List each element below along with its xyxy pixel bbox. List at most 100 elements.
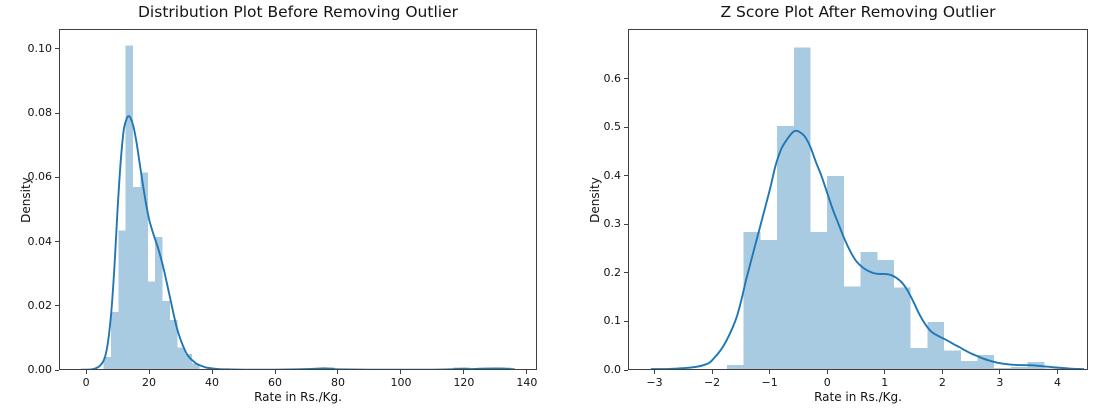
y-axis-label: Density xyxy=(588,176,602,223)
histogram-bar xyxy=(910,348,928,369)
x-tick xyxy=(999,370,1001,374)
histogram-bar xyxy=(118,230,126,369)
kde-curve xyxy=(650,129,1085,369)
histogram-bar xyxy=(810,231,828,369)
x-tick-label: 120 xyxy=(453,376,475,389)
x-tick-label: −3 xyxy=(646,376,663,389)
histogram-bar xyxy=(877,259,894,369)
histogram-bar xyxy=(994,368,1011,369)
histogram-bar xyxy=(155,236,163,369)
x-tick-label: 80 xyxy=(330,376,345,389)
y-tick xyxy=(55,48,59,50)
x-axis-label: Rate in Rs./Kg. xyxy=(814,390,902,404)
x-tick-label: 1 xyxy=(881,376,889,389)
histogram-bar xyxy=(110,312,119,369)
x-tick xyxy=(85,370,87,374)
y-tick xyxy=(624,78,628,80)
plot-area xyxy=(59,29,537,370)
histogram-bar xyxy=(860,252,878,369)
histogram-bar xyxy=(727,365,744,369)
y-tick-label: 0.1 xyxy=(603,314,622,328)
y-tick xyxy=(55,369,59,371)
x-tick xyxy=(274,370,276,374)
x-tick-label: 3 xyxy=(996,376,1004,389)
x-tick-label: 100 xyxy=(390,376,412,389)
y-tick-label: 0.5 xyxy=(603,120,622,134)
x-tick xyxy=(884,370,886,374)
y-tick-label: 0.4 xyxy=(603,168,622,182)
y-tick xyxy=(55,112,59,114)
y-tick-label: 0.3 xyxy=(603,217,622,231)
x-tick-label: 2 xyxy=(938,376,946,389)
histogram-bar xyxy=(192,363,200,369)
x-tick xyxy=(711,370,713,374)
chart-title: Z Score Plot After Removing Outlier xyxy=(720,3,996,21)
x-tick xyxy=(211,370,213,374)
y-tick-label: 0.06 xyxy=(27,170,53,184)
chart-title: Distribution Plot Before Removing Outlie… xyxy=(138,3,458,21)
histogram-bar xyxy=(177,347,185,369)
x-tick-label: −2 xyxy=(703,376,721,389)
x-tick-label: −1 xyxy=(761,376,778,389)
histogram-kde-plot xyxy=(80,45,516,369)
x-tick xyxy=(148,370,150,374)
x-tick-label: 20 xyxy=(142,376,157,389)
y-tick-label: 0.08 xyxy=(27,106,53,120)
y-tick xyxy=(624,369,628,371)
histogram-bar xyxy=(760,240,778,369)
plot-area xyxy=(628,29,1088,370)
x-tick xyxy=(1056,370,1058,374)
x-tick-label: 0 xyxy=(82,376,90,389)
y-tick xyxy=(624,126,628,128)
y-tick-label: 0.00 xyxy=(27,363,53,376)
x-tick xyxy=(941,370,943,374)
histogram-bar xyxy=(170,320,178,369)
histogram-bar xyxy=(103,357,111,369)
kde-curve xyxy=(80,115,516,369)
y-tick xyxy=(624,175,628,177)
x-tick-label: 140 xyxy=(516,376,538,389)
histogram-bar xyxy=(743,232,761,369)
histogram-bar xyxy=(147,281,156,369)
x-tick-label: 60 xyxy=(268,376,282,389)
x-axis-label: Rate in Rs./Kg. xyxy=(254,390,342,404)
histogram-bar xyxy=(125,45,134,369)
histogram-bar xyxy=(133,186,141,369)
histogram-bar xyxy=(140,172,148,369)
y-tick-label: 0.02 xyxy=(27,298,53,312)
y-tick-label: 0.10 xyxy=(27,41,53,55)
histogram-bar xyxy=(1010,367,1028,369)
x-tick xyxy=(826,370,828,374)
x-tick xyxy=(337,370,339,374)
x-tick xyxy=(653,370,655,374)
histogram-bar xyxy=(162,300,170,369)
histogram-bar xyxy=(893,287,911,369)
x-tick xyxy=(400,370,402,374)
y-tick-label: 0.0 xyxy=(603,363,622,376)
y-tick xyxy=(624,320,628,322)
histogram-bar xyxy=(827,175,844,369)
y-tick-label: 0.6 xyxy=(603,71,622,85)
y-tick-label: 0.04 xyxy=(27,234,53,248)
y-tick xyxy=(624,223,628,225)
histogram-bar xyxy=(944,350,961,369)
y-tick-label: 0.2 xyxy=(603,265,622,279)
x-tick xyxy=(463,370,465,374)
histogram-bar xyxy=(843,286,861,369)
y-tick xyxy=(55,241,59,243)
x-tick xyxy=(769,370,771,374)
y-axis-label: Density xyxy=(19,176,33,223)
histogram-bar xyxy=(960,360,978,369)
x-tick-label: 0 xyxy=(823,376,831,389)
histogram-bar xyxy=(184,353,193,369)
histogram-bar xyxy=(927,321,945,369)
histogram-bar xyxy=(777,126,794,369)
x-tick-label: 4 xyxy=(1053,376,1061,389)
x-tick xyxy=(526,370,528,374)
y-tick xyxy=(55,305,59,307)
histogram-kde-plot xyxy=(650,47,1085,369)
histogram-bar xyxy=(793,47,811,369)
x-tick-label: 40 xyxy=(205,376,220,389)
y-tick xyxy=(55,176,59,178)
